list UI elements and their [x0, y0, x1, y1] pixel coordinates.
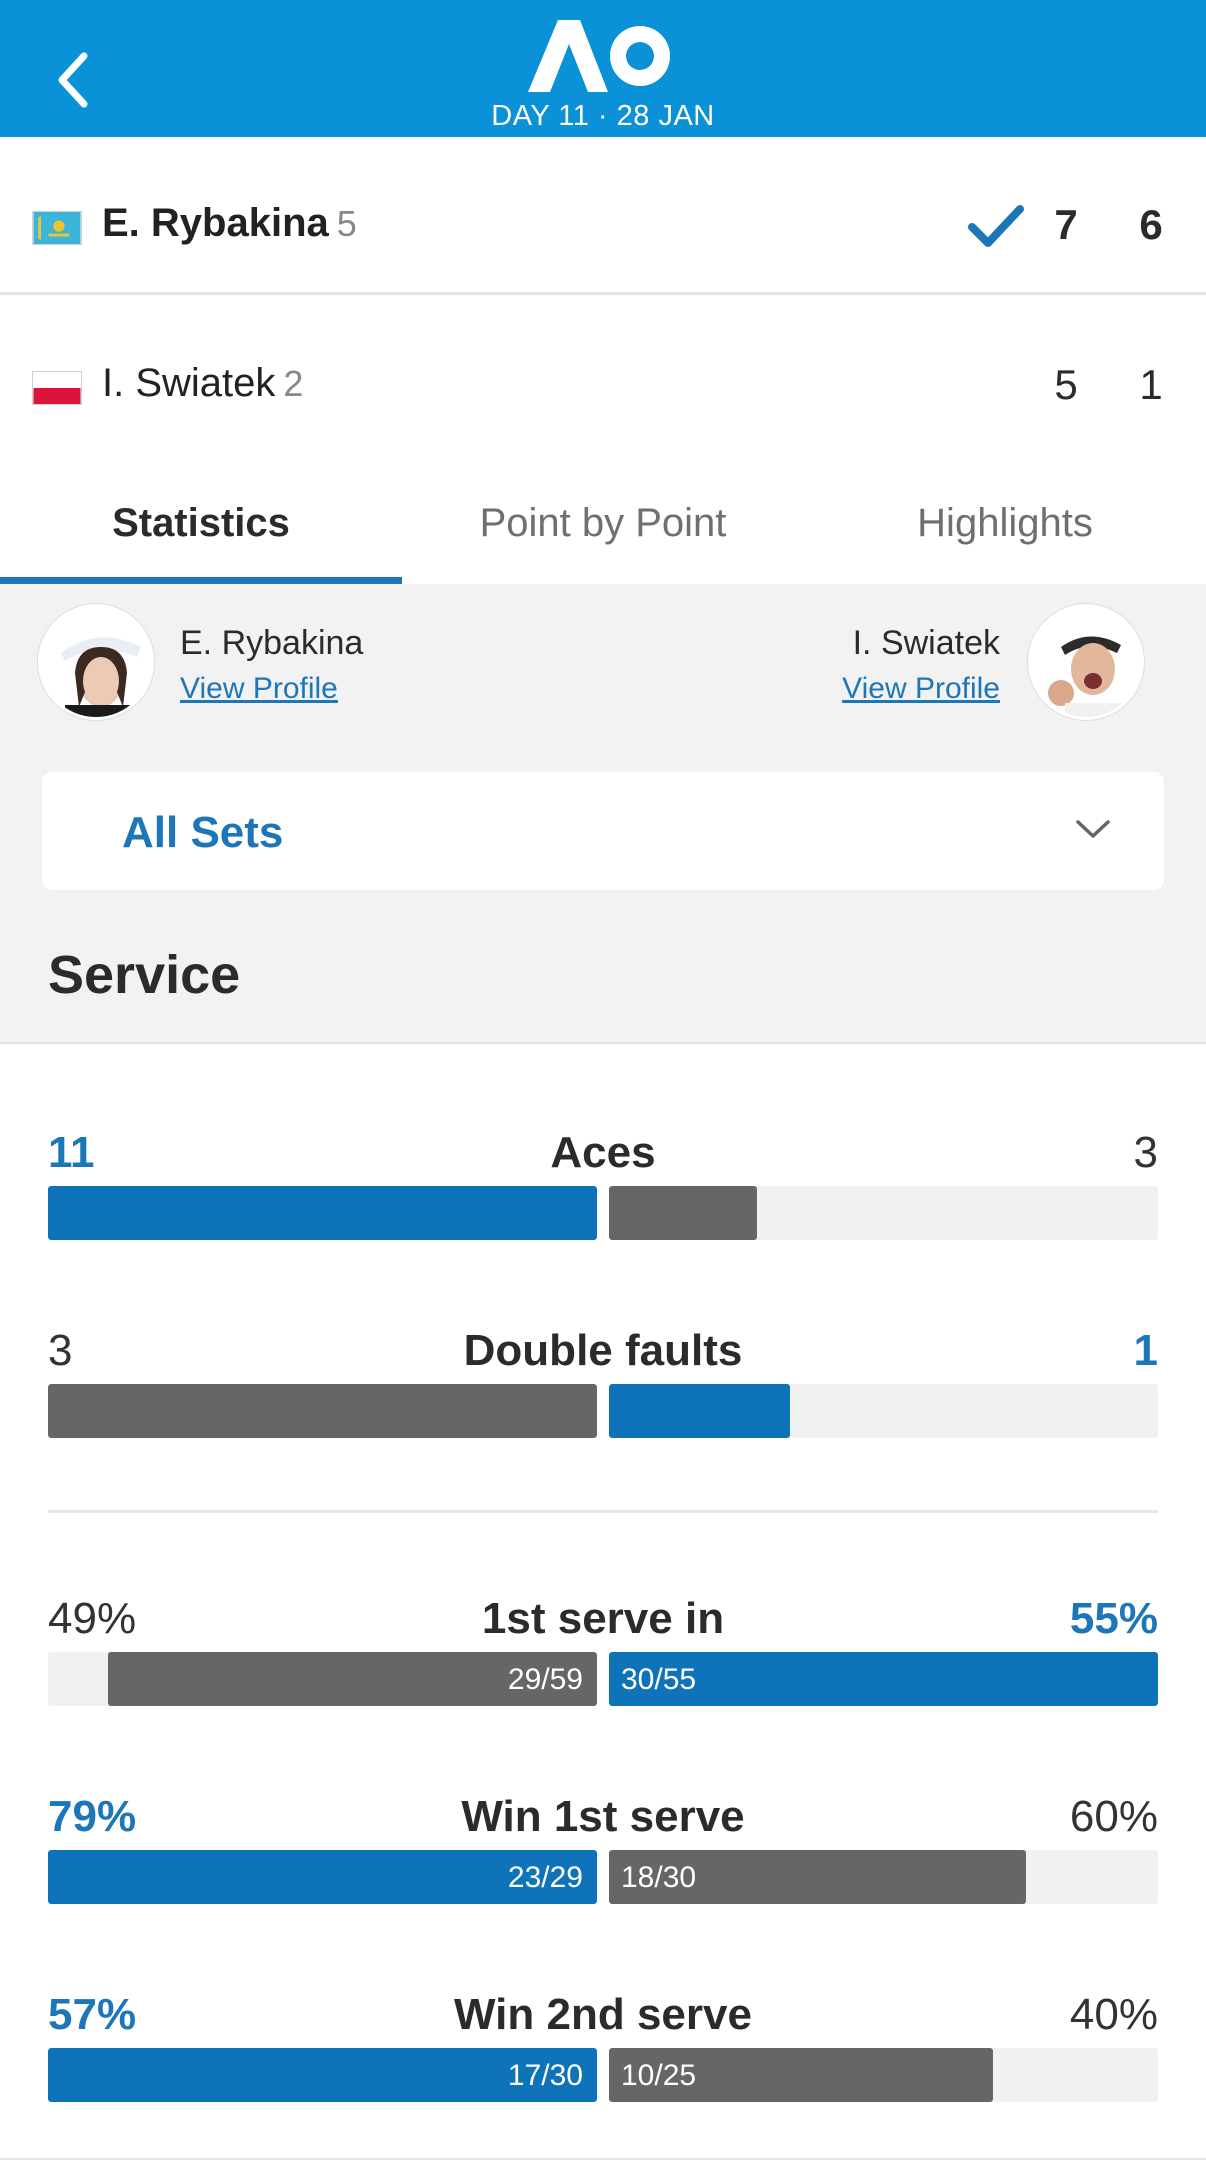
player-2-avatar[interactable] [1028, 604, 1144, 720]
tab-bar: Statistics Point by Point Highlights [0, 462, 1206, 584]
tab-highlights[interactable]: Highlights [917, 500, 1093, 545]
ao-logo: AO [528, 20, 670, 92]
player-portrait-icon [1031, 607, 1141, 717]
player-1-profile-name: E. Rybakina [180, 624, 364, 662]
stat-win-1st-serve: 79% Win 1st serve 60% 23/29 18/30 [48, 1792, 1158, 1922]
stat-bar-ratio-right: 18/30 [621, 1861, 697, 1894]
player-2-set-1: 5 [1054, 361, 1078, 408]
stat-bar-track-right: 10/25 [609, 2048, 1158, 2102]
stat-bar-track-left: 29/59 [48, 1652, 597, 1706]
player-2-name: I. Swiatek 2 [102, 361, 304, 405]
winner-check-icon [968, 205, 1024, 247]
stats-panel: E. Rybakina View Profile I. Swiatek View… [0, 584, 1206, 1044]
stat-right-value: 40% [1069, 1990, 1158, 2039]
stat-bar-fill-left [108, 1652, 597, 1706]
poland-flag-icon [32, 371, 82, 405]
stat-bar-track-right [609, 1186, 1158, 1240]
stat-bar-track-right: 30/55 [609, 1652, 1158, 1706]
player-1-set-2: 6 [1139, 201, 1163, 248]
player-portrait-icon [41, 607, 151, 717]
score-row-player-1: E. Rybakina 5 7 6 [0, 137, 1206, 295]
stat-right-value: 55% [1069, 1594, 1158, 1643]
stat-right-value: 1 [1133, 1326, 1158, 1375]
stat-bar-fill-right [609, 1186, 757, 1240]
stat-bar-fill-right [609, 1384, 790, 1438]
back-button[interactable] [44, 40, 104, 120]
player-1-name: E. Rybakina 5 [102, 201, 357, 245]
stat-label: Win 1st serve [461, 1792, 745, 1841]
stat-win-2nd-serve: 57% Win 2nd serve 40% 17/30 10/25 [48, 1990, 1158, 2120]
day-label: DAY 11 · 28 JAN [491, 100, 715, 132]
stat-bar-ratio-right: 10/25 [621, 2059, 697, 2092]
stat-left-value: 79% [48, 1792, 137, 1841]
stat-left-value: 57% [48, 1990, 137, 2039]
stat-bar-ratio-right: 30/55 [621, 1663, 697, 1696]
stat-aces: 11 Aces 3 [48, 1128, 1158, 1258]
stats-divider [48, 1510, 1158, 1513]
stat-label: 1st serve in [481, 1594, 725, 1643]
player-2-view-profile-link[interactable]: View Profile [842, 672, 1000, 705]
stat-label: Win 2nd serve [454, 1990, 752, 2039]
kazakhstan-flag-icon [32, 211, 82, 245]
section-title: Service [48, 945, 241, 1005]
stat-bar-ratio-left: 23/29 [507, 1861, 583, 1894]
player-2-seed: 2 [283, 363, 304, 404]
stat-right-value: 3 [1133, 1128, 1158, 1177]
stat-bars: 17/30 10/25 [48, 2048, 1158, 2102]
stat-bars: 29/59 30/55 [48, 1652, 1158, 1706]
stat-bars [48, 1384, 1158, 1438]
stat-left-value: 11 [48, 1128, 95, 1177]
stat-bar-track-left: 17/30 [48, 2048, 597, 2102]
tab-statistics[interactable]: Statistics [0, 462, 402, 584]
stat-1st-serve-in: 49% 1st serve in 55% 29/59 30/55 [48, 1594, 1158, 1724]
player-1-set-1: 7 [1054, 201, 1078, 248]
stat-label: Aces [550, 1128, 656, 1177]
stat-bars [48, 1186, 1158, 1240]
stat-bar-fill-left [48, 1850, 597, 1904]
tab-point-by-point[interactable]: Point by Point [479, 500, 727, 545]
player-2-set-2: 1 [1139, 361, 1163, 408]
bottom-divider [0, 2158, 1206, 2160]
stat-bars: 23/29 18/30 [48, 1850, 1158, 1904]
stat-left-value: 3 [48, 1326, 73, 1375]
stat-bar-fill-left [48, 2048, 597, 2102]
stat-bar-fill-left [48, 1186, 597, 1240]
stat-bar-fill-right [609, 1652, 1158, 1706]
player-2-profile-name: I. Swiatek [852, 624, 1000, 662]
stat-right-value: 60% [1069, 1792, 1158, 1841]
set-selector-value: All Sets [122, 808, 284, 857]
player-1-seed: 5 [336, 203, 357, 244]
set-selector-dropdown[interactable]: All Sets [42, 772, 1164, 890]
stat-left-value: 49% [48, 1594, 137, 1643]
player-1-view-profile-link[interactable]: View Profile [180, 672, 338, 705]
stat-label: Double faults [463, 1326, 743, 1375]
stat-bar-ratio-left: 17/30 [507, 2059, 583, 2092]
stat-double-faults: 3 Double faults 1 [48, 1326, 1158, 1456]
stat-bar-fill-left [48, 1384, 597, 1438]
stat-bar-track-right: 18/30 [609, 1850, 1158, 1904]
chevron-down-icon [1076, 820, 1110, 838]
chevron-left-icon [58, 52, 88, 108]
player-1-avatar[interactable] [38, 604, 154, 720]
stat-bar-ratio-left: 29/59 [507, 1663, 583, 1696]
score-row-player-2: I. Swiatek 2 5 1 [0, 297, 1206, 455]
stat-bar-fill-right [609, 2048, 993, 2102]
app-header: AO DAY 11 · 28 JAN [0, 0, 1206, 137]
stat-bar-fill-right [609, 1850, 1026, 1904]
stat-bar-track-left [48, 1384, 597, 1438]
stat-bar-track-left: 23/29 [48, 1850, 597, 1904]
stat-bar-track-right [609, 1384, 1158, 1438]
stat-bar-track-left [48, 1186, 597, 1240]
